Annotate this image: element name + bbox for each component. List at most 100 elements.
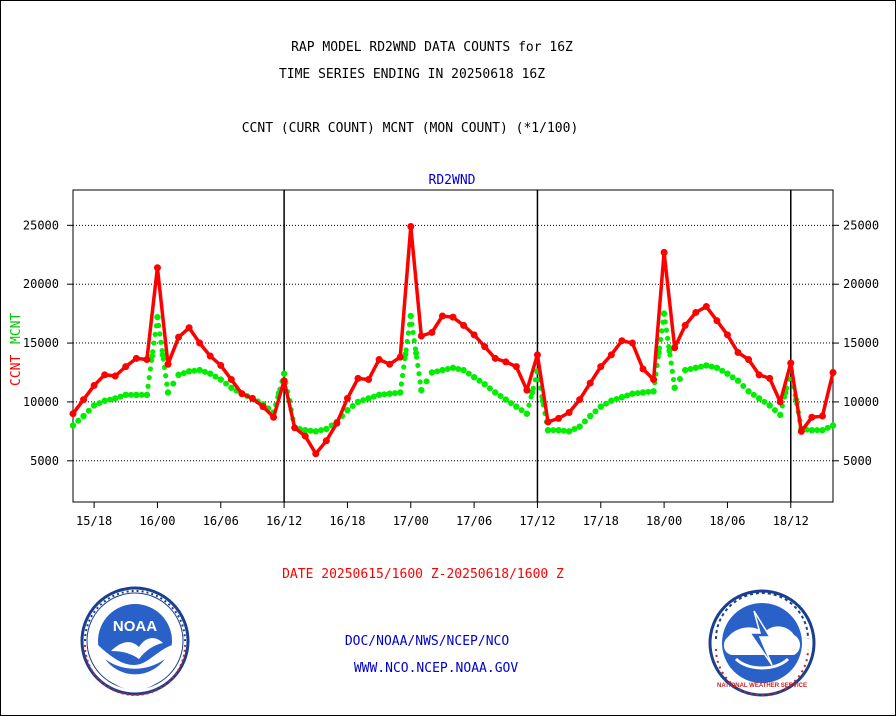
series-dot-mcnt — [106, 396, 113, 403]
series-dot-mcnt — [668, 360, 674, 366]
series-dot-mcnt — [180, 370, 187, 377]
y-tick-label-right: 15000 — [843, 336, 879, 350]
data-point-ccnt — [333, 419, 341, 427]
series-dot-mcnt — [360, 397, 367, 404]
data-point-ccnt — [206, 352, 214, 360]
series-dot-mcnt — [526, 402, 532, 408]
data-point-ccnt — [502, 358, 510, 366]
data-point-ccnt — [248, 394, 256, 402]
data-point-mcnt — [69, 422, 77, 429]
series-dot-mcnt — [666, 347, 673, 354]
data-point-ccnt — [196, 339, 204, 347]
series-dot-mcnt — [149, 353, 156, 360]
data-point-mcnt — [101, 397, 108, 404]
nws-logo: NATIONAL WEATHER SERVICE — [708, 589, 816, 697]
series-dot-mcnt — [307, 427, 314, 434]
series-dot-mcnt — [687, 365, 694, 372]
series-dot-mcnt — [160, 356, 166, 362]
series-dot-mcnt — [662, 319, 668, 325]
data-point-ccnt — [449, 313, 457, 321]
website-link[interactable]: WWW.NCO.NCEP.NOAA.GOV — [354, 661, 519, 676]
series-dot-mcnt — [645, 388, 652, 395]
data-point-ccnt — [132, 354, 140, 362]
data-point-mcnt — [618, 394, 626, 401]
series-dot-mcnt — [414, 354, 420, 360]
data-point-ccnt — [417, 332, 425, 340]
data-point-ccnt — [797, 427, 805, 435]
series-dot-mcnt — [412, 346, 419, 352]
date-range-label: DATE 20250615/1600 Z-20250618/1600 Z — [282, 567, 564, 582]
data-point-mcnt — [502, 396, 509, 403]
y-tick-label-left: 10000 — [23, 395, 59, 409]
series-dot-mcnt — [444, 365, 451, 372]
series-dot-mcnt — [159, 351, 166, 358]
series-dot-mcnt — [455, 365, 462, 372]
x-tick-label: 16/00 — [139, 514, 175, 528]
data-point-ccnt — [111, 372, 119, 380]
series-dot-mcnt — [85, 407, 92, 414]
data-point-mcnt — [523, 410, 531, 417]
series-dot-mcnt — [75, 417, 82, 424]
data-point-ccnt — [143, 356, 151, 364]
series-dot-mcnt — [117, 393, 124, 400]
data-point-ccnt — [438, 312, 446, 320]
series-dot-mcnt — [145, 383, 151, 389]
data-point-ccnt — [312, 450, 320, 458]
series-dot-mcnt — [657, 336, 664, 343]
data-point-mcnt — [207, 370, 214, 377]
series-dot-mcnt — [404, 338, 410, 345]
data-point-mcnt — [682, 366, 689, 374]
data-point-ccnt — [396, 353, 404, 361]
data-point-mcnt — [755, 395, 763, 402]
series-dot-mcnt — [486, 385, 493, 392]
series-dot-mcnt — [405, 330, 412, 336]
series-dot-mcnt — [656, 345, 663, 351]
series-dot-mcnt — [740, 383, 747, 390]
data-point-mcnt — [703, 362, 710, 369]
y-tick-label-right: 25000 — [843, 218, 879, 232]
series-dot-mcnt — [391, 390, 398, 397]
data-point-ccnt — [544, 418, 552, 426]
x-tick-label: 17/06 — [456, 514, 492, 528]
org-label: DOC/NOAA/NWS/NCEP/NCO — [345, 634, 510, 649]
data-point-ccnt — [227, 376, 235, 384]
series-dot-mcnt — [159, 348, 165, 354]
data-point-mcnt — [90, 402, 98, 409]
data-point-ccnt — [512, 363, 520, 371]
data-point-mcnt — [829, 422, 837, 429]
y-tick-label-left: 15000 — [23, 336, 59, 350]
y-axis-label-mcnt: MCNT — [9, 313, 24, 344]
series-dot-mcnt — [670, 376, 677, 383]
data-point-ccnt — [650, 376, 658, 384]
data-point-mcnt — [312, 428, 319, 435]
data-point-ccnt — [428, 328, 436, 336]
chart-title: RD2WND — [429, 173, 476, 188]
data-point-mcnt — [302, 426, 309, 434]
data-point-ccnt — [238, 390, 246, 398]
data-point-mcnt — [544, 426, 552, 434]
data-point-ccnt — [365, 376, 373, 384]
data-point-mcnt — [766, 402, 773, 409]
x-tick-label: 18/00 — [646, 514, 682, 528]
data-point-ccnt — [164, 360, 172, 368]
data-point-ccnt — [808, 413, 816, 421]
series-dot-mcnt — [96, 400, 103, 407]
series-dot-mcnt — [465, 370, 472, 377]
data-point-mcnt — [576, 423, 583, 430]
series-dot-mcnt — [592, 408, 599, 415]
series-dot-mcnt — [163, 373, 169, 379]
series-dot-mcnt — [381, 391, 388, 398]
data-point-ccnt — [407, 222, 415, 230]
series-dot-mcnt — [403, 347, 409, 353]
data-point-ccnt — [69, 410, 77, 418]
series-dot-mcnt — [532, 377, 538, 383]
data-point-ccnt — [607, 351, 615, 359]
data-point-ccnt — [639, 365, 647, 373]
series-dot-mcnt — [223, 380, 230, 387]
data-point-mcnt — [407, 312, 414, 320]
series-dot-mcnt — [634, 390, 641, 397]
data-point-ccnt — [776, 398, 784, 406]
data-point-ccnt — [681, 321, 689, 329]
series-dot-mcnt — [128, 391, 135, 398]
